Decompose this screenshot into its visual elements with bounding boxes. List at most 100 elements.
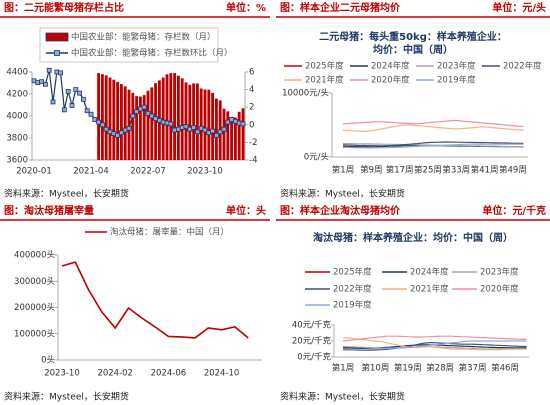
y2-tick-label: 0 — [249, 120, 254, 130]
chart-title: 均价：中国（周） — [373, 43, 453, 56]
bar — [161, 77, 165, 160]
y-tick-label: 300000头 — [14, 276, 55, 287]
line-marker — [149, 113, 155, 119]
legend-label: 淘汰母猪：屠宰量：中国（月） — [110, 227, 229, 238]
line-marker — [103, 126, 109, 132]
line-marker — [77, 90, 82, 96]
bar — [214, 98, 218, 160]
line-marker — [175, 126, 181, 132]
series-line — [342, 141, 524, 147]
legend-label: 2020年度 — [480, 284, 519, 295]
series-line — [61, 261, 249, 339]
bar — [142, 95, 146, 160]
y2-tick-label: -2 — [249, 138, 257, 148]
panel-header: 图：淘汰母猪屠宰量 — [4, 204, 94, 217]
source-note: 资料来源：Mysteel，长安期货 — [280, 391, 405, 403]
line-marker — [206, 130, 212, 136]
bar — [203, 89, 207, 160]
y-tick-label: 4400 — [6, 68, 28, 78]
line-marker — [134, 109, 140, 114]
panel-header: 图：样本企业二元母猪均价 — [280, 1, 401, 14]
line-marker — [236, 120, 242, 126]
line-marker — [122, 127, 128, 133]
legend-label: 中国农业部：能繁母猪：存栏数环比（月） — [71, 48, 233, 59]
line-marker — [81, 96, 86, 102]
x-tick-label: 第49周 — [499, 165, 527, 176]
line-marker — [43, 81, 48, 87]
bar — [123, 86, 127, 160]
x-tick-label: 第1周 — [332, 363, 354, 374]
source-note: 资料来源：Mysteel，长安期货 — [4, 188, 129, 200]
bar — [226, 111, 230, 160]
series-line — [343, 342, 527, 351]
line-marker — [39, 79, 44, 85]
series-line — [342, 335, 527, 342]
line-marker — [137, 106, 143, 112]
line-marker — [107, 129, 113, 135]
line-marker — [58, 70, 63, 76]
x-tick-label: 2020-01 — [16, 167, 52, 177]
bar — [180, 78, 184, 160]
y-tick-label: 0元/千克 — [297, 352, 331, 363]
y-tick-label: 4200 — [6, 90, 28, 100]
bar — [116, 81, 120, 160]
x-tick-label: 2022-07 — [130, 167, 166, 177]
line-marker — [50, 99, 56, 105]
x-tick-label: 第33周 — [442, 165, 470, 176]
bar — [104, 75, 108, 160]
legend-swatch — [45, 32, 69, 42]
y2-tick-label: -4 — [249, 156, 257, 166]
bar — [207, 89, 211, 160]
line-marker — [65, 88, 71, 94]
source-note: 资料来源：Mysteel，长安期货 — [280, 188, 405, 200]
chart-title: 淘汰母猪：样本养殖企业：均价：中国（周） — [313, 231, 513, 244]
legend-label: 2025年度 — [305, 61, 344, 72]
line-marker — [69, 103, 75, 108]
line-marker — [187, 126, 193, 132]
x-tick-label: 2023-10 — [187, 167, 223, 177]
legend-label: 2019年度 — [333, 300, 372, 311]
line-marker — [210, 128, 216, 134]
x-tick-label: 第37周 — [459, 363, 487, 374]
x-tick-label: 第46周 — [491, 363, 519, 374]
line-marker — [198, 125, 204, 131]
x-tick-label: 第25周 — [414, 165, 442, 176]
series-line — [343, 119, 524, 127]
bar — [138, 96, 142, 160]
x-tick-label: 2024-06 — [151, 369, 187, 379]
line-marker — [73, 87, 79, 92]
chart-title: 二元母猪：每头重50kg：样本养殖企业： — [319, 30, 507, 43]
bar — [135, 96, 139, 160]
line-marker — [179, 125, 185, 130]
line-marker — [46, 67, 52, 73]
legend-label: 2024年度 — [410, 267, 449, 278]
series-line — [343, 340, 527, 351]
line-marker — [240, 121, 246, 127]
x-tick-label: 2024-10 — [204, 369, 240, 379]
x-tick-label: 第17周 — [386, 165, 414, 176]
bar — [230, 116, 234, 160]
legend-label: 2021年度 — [305, 75, 344, 86]
bar — [150, 87, 154, 160]
panel-unit: 单位：元/头 — [492, 1, 546, 14]
legend-label: 2022年度 — [333, 284, 372, 295]
line-marker — [92, 117, 98, 122]
y-tick-label: 40元/千克 — [292, 320, 332, 331]
legend-label: 2023年度 — [437, 61, 476, 72]
legend-box — [39, 27, 219, 63]
bar — [188, 84, 192, 160]
line-marker — [145, 110, 151, 116]
panel-header: 图：样本企业淘汰母猪均价 — [280, 204, 401, 217]
bar — [233, 117, 237, 160]
bar — [108, 77, 112, 160]
line-marker — [202, 127, 208, 133]
bar — [100, 74, 104, 160]
y-tick-label: 3800 — [6, 134, 28, 144]
line-marker — [130, 113, 136, 119]
bar — [173, 73, 177, 160]
y-tick-label: 400000头 — [14, 250, 55, 261]
x-tick-label: 2023-10 — [44, 369, 80, 379]
bar — [154, 83, 158, 160]
